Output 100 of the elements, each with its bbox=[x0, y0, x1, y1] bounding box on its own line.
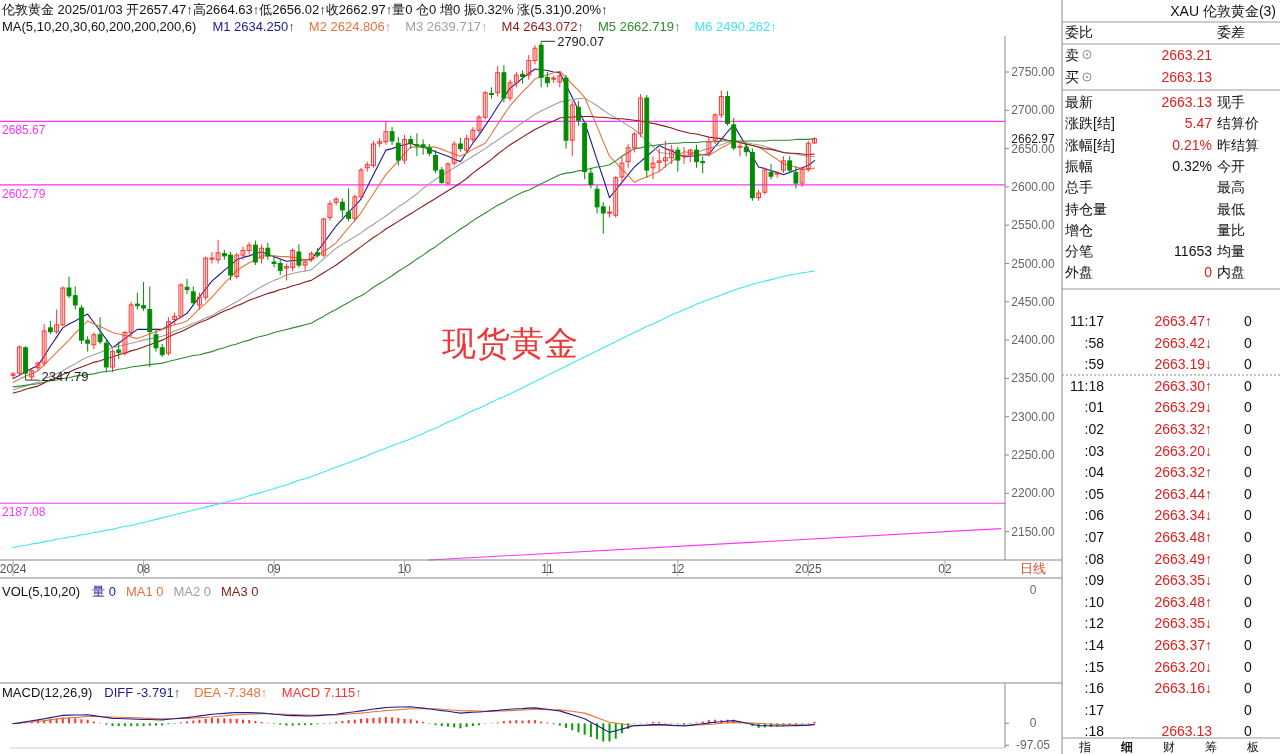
text: 最高 bbox=[1217, 179, 1245, 196]
text: 筹 bbox=[1205, 740, 1217, 754]
text: 11:18 bbox=[1070, 377, 1104, 394]
x-tick-label: 2024 bbox=[0, 562, 27, 576]
text: :08 bbox=[1084, 550, 1104, 567]
text: 2663.44↑ bbox=[1154, 485, 1212, 502]
text: 2663.29↓ bbox=[1154, 399, 1212, 416]
text: 0 bbox=[1244, 658, 1252, 675]
text: 0 bbox=[1244, 377, 1252, 394]
text: 0 bbox=[1244, 615, 1252, 632]
x-tick-label: 10 bbox=[397, 562, 412, 576]
text: 0.32% bbox=[1172, 157, 1212, 174]
text: 结算价 bbox=[1217, 115, 1259, 132]
text: 持仓量 bbox=[1065, 200, 1107, 217]
text: M6 2490.262↑ bbox=[694, 19, 777, 34]
text: 2663.20↓ bbox=[1154, 658, 1212, 675]
ref-line-label: 2602.79 bbox=[2, 186, 46, 201]
x-tick-label: 2025 bbox=[794, 562, 822, 576]
text: :01 bbox=[1084, 399, 1104, 416]
y-tick-label: 2750.00 bbox=[1011, 65, 1056, 80]
text: 2663.42↓ bbox=[1154, 334, 1212, 351]
text: 11:17 bbox=[1070, 313, 1104, 329]
text: 分笔 bbox=[1065, 243, 1093, 260]
text: 2663.19↓ bbox=[1154, 356, 1212, 373]
text: MA2 0 bbox=[173, 584, 212, 599]
text: 细 bbox=[1120, 740, 1133, 754]
y-tick-label: 2700.00 bbox=[1011, 103, 1056, 118]
text: M5 2662.719↑ bbox=[597, 19, 681, 34]
text: :16 bbox=[1084, 680, 1104, 697]
text: :07 bbox=[1084, 529, 1104, 545]
text: 2663.20↓ bbox=[1154, 442, 1212, 459]
text: 增仓 bbox=[1065, 221, 1093, 238]
series-label: MACD 7.115↑ bbox=[281, 685, 362, 700]
text: MA1 0 bbox=[125, 584, 164, 599]
text: :17 bbox=[1084, 701, 1104, 718]
y-tick-label: 2400.00 bbox=[1011, 333, 1056, 348]
text: :14 bbox=[1084, 637, 1104, 653]
text: :58 bbox=[1084, 334, 1104, 351]
text: 0 bbox=[1244, 334, 1252, 351]
y-tick-label: 2300.00 bbox=[1011, 409, 1056, 424]
text: :10 bbox=[1084, 593, 1104, 610]
text: 量 0 bbox=[92, 584, 116, 599]
y-tick-label: 2450.00 bbox=[1011, 294, 1056, 309]
y-tick-label: 0 bbox=[1029, 716, 1037, 731]
text: M2 2624.806↑ bbox=[308, 19, 392, 34]
series-label: DEA -7.348↑ bbox=[194, 685, 268, 700]
text: 11653 bbox=[1174, 243, 1212, 260]
y-tick-label: 2250.00 bbox=[1011, 448, 1056, 463]
text: 0 bbox=[1244, 529, 1252, 545]
text: 卖 bbox=[1065, 46, 1079, 63]
text: 委差 bbox=[1217, 24, 1245, 40]
text: 2663.32↑ bbox=[1154, 464, 1212, 481]
text: 2663.13 bbox=[1161, 94, 1212, 110]
text: 0.21% bbox=[1172, 136, 1212, 153]
text: 内盘 bbox=[1217, 264, 1245, 281]
text: :05 bbox=[1084, 485, 1104, 502]
text: 2663.21 bbox=[1161, 46, 1212, 63]
text: 涨跌[结] bbox=[1065, 115, 1115, 132]
text: 振幅 bbox=[1065, 157, 1093, 174]
text: :12 bbox=[1084, 615, 1104, 632]
text: 0 bbox=[1244, 421, 1252, 437]
text: 2663.47↑ bbox=[1154, 313, 1212, 329]
ref-line-label: 2685.67 bbox=[2, 123, 46, 138]
text: 2663.49↑ bbox=[1154, 550, 1212, 567]
text: 日线 bbox=[1020, 561, 1046, 576]
text: 2663.35↓ bbox=[1154, 572, 1212, 589]
text: 0 bbox=[1244, 593, 1252, 610]
annotation: 现货黄金 bbox=[442, 324, 578, 362]
text: 2663.30↑ bbox=[1154, 377, 1212, 394]
text: M3 2639.717↑ bbox=[405, 19, 488, 34]
series-label: DIFF -3.791↑ bbox=[104, 685, 181, 700]
text: 指 bbox=[1078, 740, 1091, 754]
text: 今开 bbox=[1217, 157, 1245, 174]
y-tick-label: 2600.00 bbox=[1011, 179, 1056, 194]
text: 2663.48↑ bbox=[1154, 593, 1212, 610]
text: 板 bbox=[1246, 740, 1259, 754]
text: 0 bbox=[1204, 264, 1212, 281]
text: :09 bbox=[1084, 572, 1104, 589]
text: 涨幅[结] bbox=[1065, 136, 1115, 153]
text: :06 bbox=[1084, 507, 1104, 524]
text: M4 2643.072↑ bbox=[501, 19, 585, 34]
text: 0 bbox=[1244, 550, 1252, 567]
text: 委比 bbox=[1065, 24, 1093, 40]
text: 2663.34↓ bbox=[1154, 507, 1212, 524]
text: 0 bbox=[1244, 680, 1252, 697]
text: 0 bbox=[1244, 723, 1252, 740]
text: 昨结算 bbox=[1217, 136, 1259, 153]
text: 量比 bbox=[1217, 221, 1245, 238]
text: 2663.37↑ bbox=[1154, 637, 1212, 653]
text: 外盘 bbox=[1065, 264, 1093, 281]
y-tick-label: 2200.00 bbox=[1011, 486, 1056, 501]
text: 买 bbox=[1065, 69, 1079, 85]
text: 0 bbox=[1244, 701, 1252, 718]
text: 2663.13 bbox=[1161, 723, 1212, 740]
text: M1 2634.250↑ bbox=[212, 19, 295, 34]
text: :02 bbox=[1084, 421, 1104, 437]
text: MA3 0 bbox=[221, 584, 259, 599]
y-tick-label: 2150.00 bbox=[1011, 524, 1056, 539]
text: XAU 伦敦黄金(3) bbox=[1170, 3, 1276, 19]
x-tick-label: 12 bbox=[671, 562, 685, 576]
